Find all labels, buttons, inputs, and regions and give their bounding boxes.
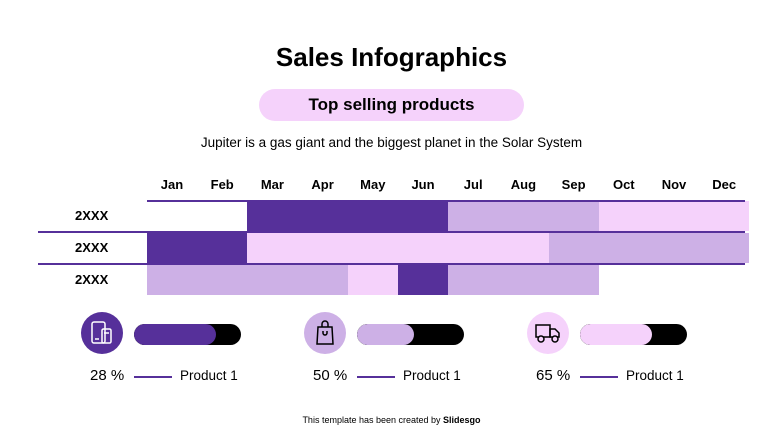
row-label: 2XXX bbox=[75, 272, 109, 287]
month-label: Feb bbox=[210, 177, 234, 192]
description: Jupiter is a gas giant and the biggest p… bbox=[200, 135, 583, 150]
divider-line bbox=[38, 231, 745, 233]
timeline-segment bbox=[398, 265, 449, 295]
mobile-devices-icon bbox=[90, 320, 114, 346]
connector-line bbox=[580, 376, 618, 378]
product-percent: 50 % bbox=[313, 367, 348, 384]
month-label: Dec bbox=[712, 177, 737, 192]
progress-bar bbox=[134, 324, 241, 345]
timeline-segment bbox=[448, 265, 599, 295]
connector-line bbox=[134, 376, 172, 378]
timeline-segment bbox=[347, 265, 398, 295]
footer-text: This template has been created by bbox=[302, 415, 444, 425]
product-label: Product 1 bbox=[626, 368, 684, 383]
delivery-truck-icon bbox=[534, 322, 562, 344]
month-label: Aug bbox=[510, 177, 537, 192]
product-label: Product 1 bbox=[403, 368, 461, 383]
month-label: Nov bbox=[661, 177, 687, 192]
month-label: Sep bbox=[561, 177, 586, 192]
product-label: Product 1 bbox=[180, 368, 238, 383]
timeline-segment bbox=[247, 201, 449, 231]
delivery-truck-badge bbox=[527, 312, 569, 354]
row-label: 2XXX bbox=[75, 208, 109, 223]
timeline-segment bbox=[548, 233, 750, 263]
product-percent: 28 % bbox=[90, 367, 125, 384]
row-label: 2XXX bbox=[75, 240, 109, 255]
mobile-devices-badge bbox=[81, 312, 123, 354]
timeline-segment bbox=[448, 201, 599, 231]
progress-fill bbox=[134, 324, 217, 345]
month-label: Apr bbox=[311, 177, 334, 192]
progress-fill bbox=[357, 324, 414, 345]
progress-fill bbox=[580, 324, 652, 345]
connector-line bbox=[357, 376, 395, 378]
month-label: Jan bbox=[160, 177, 184, 192]
timeline-segment bbox=[247, 233, 549, 263]
month-label: Oct bbox=[612, 177, 635, 192]
month-label: Jun bbox=[411, 177, 435, 192]
subtitle-pill: Top selling products bbox=[259, 89, 524, 121]
page-title: Sales Infographics bbox=[275, 42, 508, 72]
shopping-bag-badge bbox=[304, 312, 346, 354]
timeline-segment bbox=[147, 265, 348, 295]
progress-bar bbox=[357, 324, 464, 345]
footer-brand: Slidesgo bbox=[443, 415, 481, 425]
shopping-bag-icon bbox=[315, 320, 335, 346]
timeline-segment bbox=[598, 201, 750, 231]
month-label: May bbox=[360, 177, 386, 192]
month-label: Mar bbox=[260, 177, 284, 192]
divider-line bbox=[147, 200, 745, 202]
progress-bar bbox=[580, 324, 687, 345]
product-percent: 65 % bbox=[536, 367, 571, 384]
divider-line bbox=[38, 263, 745, 265]
footer: This template has been created by Slides… bbox=[0, 415, 783, 425]
month-label: Jul bbox=[463, 177, 483, 192]
timeline-segment bbox=[147, 233, 248, 263]
